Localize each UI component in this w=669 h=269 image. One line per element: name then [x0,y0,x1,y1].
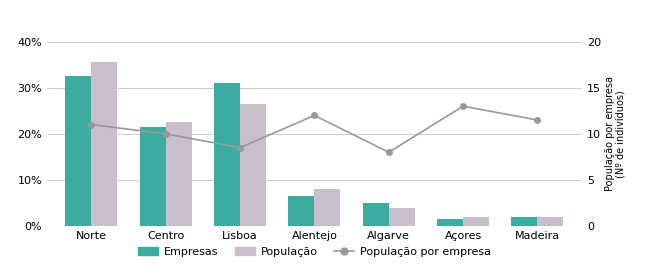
Bar [288,196,314,226]
Bar [437,219,463,226]
Bar [314,189,341,226]
Bar [214,83,240,226]
Bar [140,127,166,226]
Bar [537,217,563,226]
Bar [240,104,266,226]
Y-axis label: População por empresa
(Nº de indivíduos): População por empresa (Nº de indivíduos) [605,76,627,191]
Bar [389,208,415,226]
Text: Empresas e População por regiões NUTSII, 2005: Empresas e População por regiões NUTSII,… [146,11,523,25]
Bar [511,217,537,226]
Bar [363,203,389,226]
Bar [66,76,92,226]
Bar [166,122,192,226]
Bar [92,62,118,226]
Bar [463,217,489,226]
Legend: Empresas, População, População por empresa: Empresas, População, População por empre… [134,242,495,261]
